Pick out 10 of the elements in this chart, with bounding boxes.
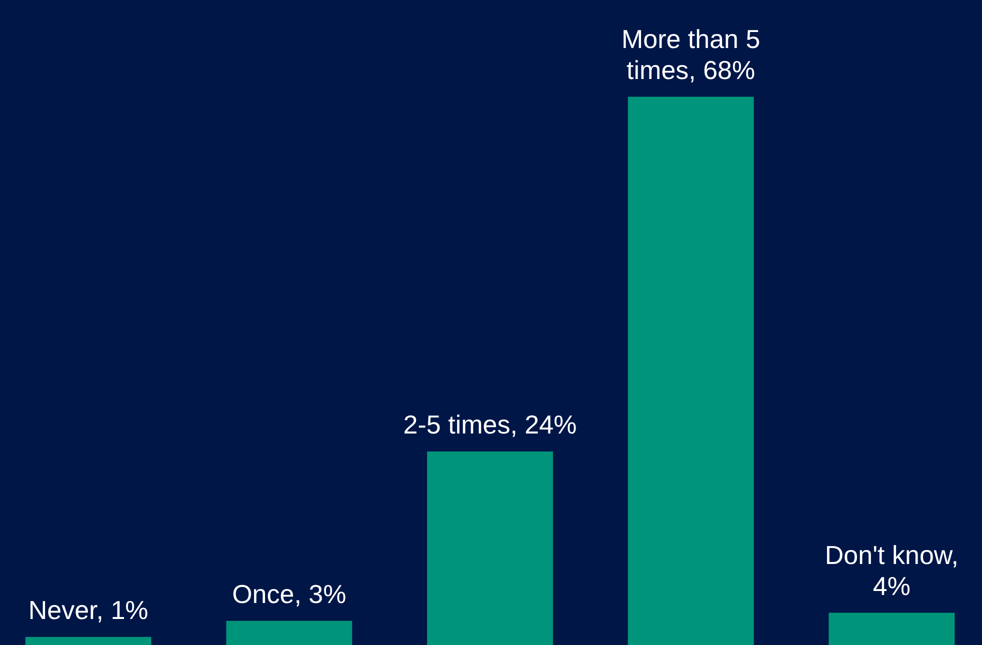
bar [628, 96, 754, 645]
data-label: Don't know, 4% [824, 540, 958, 601]
data-label: Never, 1% [28, 594, 148, 625]
bar [25, 636, 152, 645]
bar [828, 612, 955, 645]
data-label: Once, 3% [232, 578, 346, 609]
data-label: 2-5 times, 24% [403, 410, 577, 440]
data-label: More than 5 times, 68% [621, 24, 760, 85]
bar [427, 452, 553, 645]
bar [226, 620, 352, 645]
